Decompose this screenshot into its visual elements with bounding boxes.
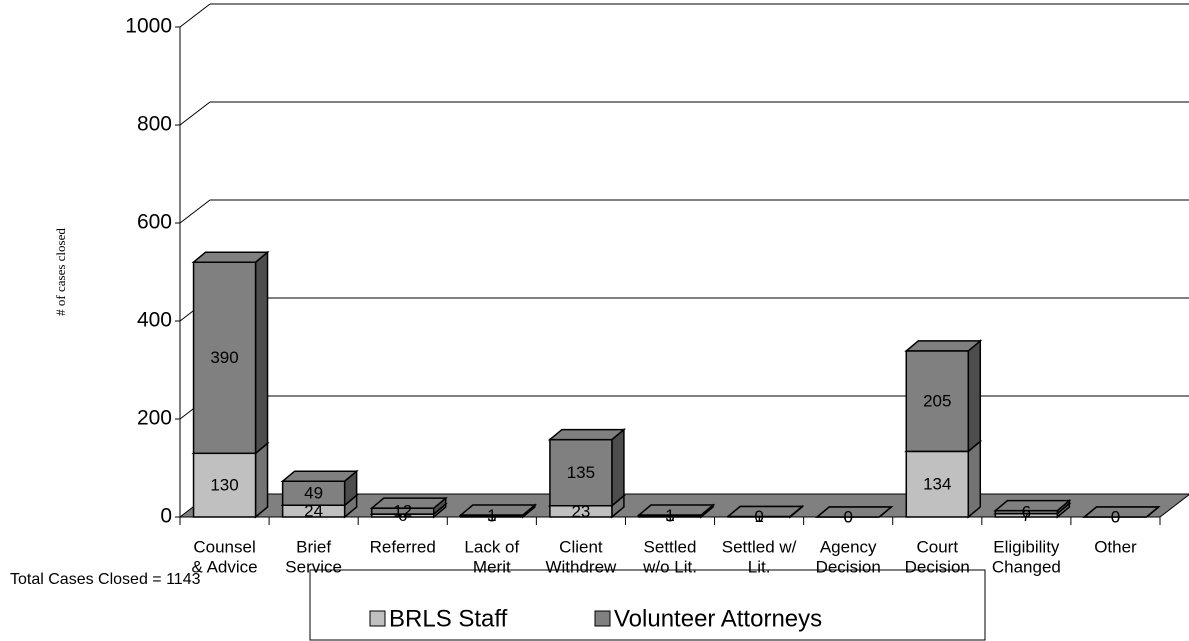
value-label: 205 <box>923 392 951 411</box>
value-label: 390 <box>210 348 238 367</box>
x-tick-label: Agency <box>820 537 877 556</box>
bar-top <box>369 497 448 509</box>
y-tick-label: 400 <box>137 309 172 332</box>
bar-top <box>1082 506 1161 518</box>
y-tick-label: 600 <box>137 211 172 234</box>
y-tick-label: 0 <box>160 505 172 528</box>
bar-top <box>547 428 626 441</box>
x-tick-label: Lack of <box>464 537 519 556</box>
bar <box>905 350 970 453</box>
bar-top <box>636 504 716 516</box>
x-tick-label: Eligibility <box>993 537 1060 556</box>
bar-top <box>815 506 894 518</box>
bar-side <box>254 441 269 519</box>
bar-side <box>967 339 982 453</box>
x-tick-label: Referred <box>370 537 436 556</box>
value-label: 49 <box>304 484 323 503</box>
y-tick-label: 1000 <box>125 15 172 38</box>
y-tick-label: 200 <box>137 407 172 430</box>
value-label: 24 <box>304 502 323 521</box>
legend-swatch <box>594 610 611 627</box>
grid-diagonal <box>179 199 211 224</box>
legend-label: Volunteer Attorneys <box>614 605 822 632</box>
x-tick-label: Other <box>1094 537 1137 556</box>
bar-side <box>967 439 982 519</box>
x-tick-label: Decision <box>905 557 970 576</box>
y-axis-label: # of cases closed <box>53 228 68 316</box>
x-tick-label: Client <box>559 537 603 556</box>
value-label: 0 <box>1111 507 1120 526</box>
value-label: 7 <box>1022 506 1031 525</box>
x-tick-label: w/o Lit. <box>642 557 697 576</box>
x-tick-label: Settled <box>644 537 697 556</box>
bar <box>192 452 257 518</box>
bar <box>281 480 346 506</box>
x-tick-label: Settled w/ <box>722 537 797 556</box>
value-label: 6 <box>1022 503 1031 522</box>
bar <box>192 261 257 455</box>
value-label: 23 <box>571 502 590 521</box>
bar-top <box>904 340 983 352</box>
x-tick-label: Lit. <box>748 557 771 576</box>
value-label: 135 <box>567 463 595 482</box>
legend-swatch <box>369 610 386 627</box>
y-tick-label: 800 <box>137 113 172 136</box>
bar <box>549 438 613 507</box>
legend-label: BRLS Staff <box>389 605 508 632</box>
value-label: 0 <box>843 507 852 526</box>
value-label: 12 <box>393 502 412 521</box>
x-tick-label: & Advice <box>191 557 257 576</box>
bar <box>905 450 970 518</box>
x-tick-label: Decision <box>816 557 881 576</box>
x-tick-label: Changed <box>992 557 1061 576</box>
value-label: 1 <box>665 506 674 525</box>
value-label: 130 <box>210 476 238 495</box>
value-label: 0 <box>754 507 763 526</box>
grid-diagonal <box>179 101 211 126</box>
legend-box <box>309 569 986 641</box>
bar-top <box>280 470 359 482</box>
x-tick-label: Withdrew <box>545 557 617 576</box>
x-tick-label: Merit <box>473 557 511 576</box>
bar-top <box>458 504 537 516</box>
bar-side <box>254 250 269 455</box>
x-tick-label: Brief <box>296 537 331 556</box>
x-tick-label: Court <box>916 537 958 556</box>
value-label: 1 <box>487 506 496 525</box>
x-tick-label: Service <box>285 557 342 576</box>
bar-top <box>993 499 1072 512</box>
value-label: 134 <box>923 475 951 494</box>
x-tick-label: Counsel <box>193 537 255 556</box>
bar-side <box>611 427 625 508</box>
value-label: 6 <box>398 506 407 525</box>
annotation: Total Cases Closed = 1143 <box>10 571 201 588</box>
bar-top <box>191 251 270 263</box>
bar-top <box>726 505 805 518</box>
grid-diagonal <box>179 3 211 28</box>
